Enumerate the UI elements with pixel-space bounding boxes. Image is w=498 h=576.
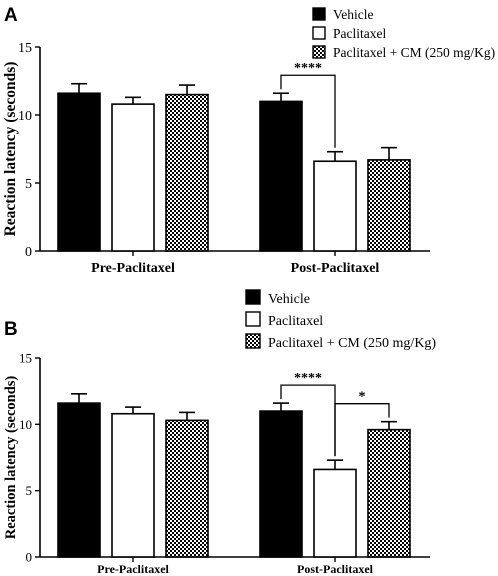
- y-tick-label: 5: [25, 177, 32, 192]
- bar-pre-paclitaxel-vehicle: [57, 92, 101, 252]
- legend-swatch-paclitaxel-cm-250-mg-kg: [245, 333, 261, 349]
- bar-pre-paclitaxel-paclitaxel-cm-250-mg-kg: [165, 93, 209, 252]
- significance-bracket: [334, 403, 390, 457]
- y-tick-label: 10: [19, 417, 32, 432]
- legend-swatch-vehicle: [245, 289, 261, 305]
- y-axis-title: Reaction latency (seconds): [2, 62, 19, 237]
- legend-label-paclitaxel-cm-250-mg-kg: Paclitaxel + CM (250 mg/Kg): [333, 45, 495, 60]
- significance-label: ****: [294, 61, 322, 76]
- bar-pre-paclitaxel-paclitaxel-cm-250-mg-kg: [165, 419, 209, 558]
- bar-pre-paclitaxel-paclitaxel: [111, 103, 155, 252]
- panel-letter: B: [4, 319, 18, 340]
- x-tick-label-post-paclitaxel: Post-Paclitaxel: [291, 261, 380, 276]
- significance-label: *: [359, 390, 366, 405]
- y-tick-label: 0: [25, 245, 32, 260]
- x-tick-label-pre-paclitaxel: Pre-Paclitaxel: [97, 562, 169, 576]
- bar-post-paclitaxel-paclitaxel: [313, 468, 357, 558]
- legend-swatch-vehicle: [312, 7, 326, 21]
- bar-post-paclitaxel-vehicle: [259, 410, 303, 558]
- chart-panel-b: B Reaction latency (seconds) 0 5 10 15 Pre-Pac…: [3, 289, 436, 576]
- legend-label-paclitaxel: Paclitaxel: [333, 26, 386, 41]
- bar-post-paclitaxel-paclitaxel: [313, 160, 357, 252]
- chart-panel-a: A Reaction latency (seconds) 0 5 10 15 Pre-Pac…: [2, 5, 495, 276]
- bar-post-paclitaxel-vehicle: [259, 100, 303, 252]
- y-tick-label: 5: [26, 483, 33, 498]
- y-tick-label: 10: [18, 109, 32, 124]
- legend-swatch-paclitaxel-cm-250-mg-kg: [312, 45, 326, 59]
- legend-label-vehicle: Vehicle: [333, 7, 373, 22]
- legend-swatch-paclitaxel: [312, 26, 326, 40]
- legend-swatch-paclitaxel: [245, 311, 261, 327]
- y-axis-title: Reaction latency (seconds): [3, 376, 19, 540]
- y-tick-label: 15: [19, 351, 32, 366]
- y-tick-label: 15: [18, 41, 32, 56]
- y-tick-label: 0: [26, 550, 33, 565]
- legend-label-paclitaxel-cm-250-mg-kg: Paclitaxel + CM (250 mg/Kg): [268, 336, 436, 351]
- legend-label-vehicle: Vehicle: [268, 292, 310, 307]
- bar-post-paclitaxel-paclitaxel-cm-250-mg-kg: [367, 428, 411, 558]
- legend-label-paclitaxel: Paclitaxel: [268, 314, 323, 329]
- bar-pre-paclitaxel-paclitaxel: [111, 412, 155, 558]
- panel-letter: A: [4, 5, 18, 26]
- significance-label: ****: [294, 371, 322, 386]
- bar-post-paclitaxel-paclitaxel-cm-250-mg-kg: [367, 159, 411, 252]
- x-tick-label-post-paclitaxel: Post-Paclitaxel: [297, 562, 374, 576]
- bar-pre-paclitaxel-vehicle: [57, 402, 101, 558]
- x-tick-label-pre-paclitaxel: Pre-Paclitaxel: [91, 261, 175, 276]
- significance-bracket: [280, 74, 336, 148]
